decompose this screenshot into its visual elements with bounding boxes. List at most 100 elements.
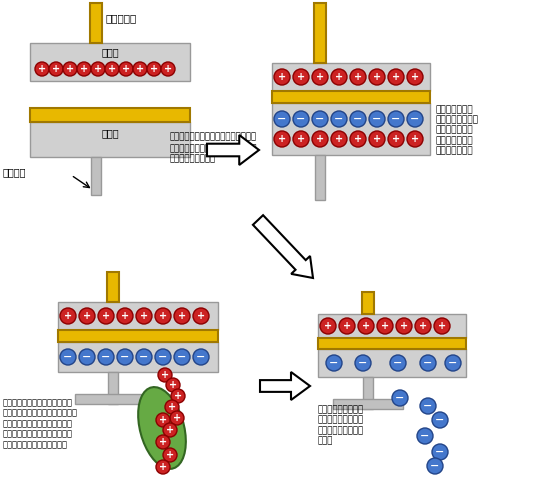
- Circle shape: [417, 428, 433, 444]
- Circle shape: [390, 355, 406, 371]
- Text: −: −: [358, 358, 368, 368]
- Text: +: +: [419, 321, 427, 331]
- Text: +: +: [136, 64, 144, 74]
- Text: −: −: [393, 358, 403, 368]
- Circle shape: [161, 62, 175, 76]
- Text: +: +: [373, 134, 381, 144]
- Text: +: +: [392, 72, 400, 82]
- Text: +: +: [316, 134, 324, 144]
- Polygon shape: [260, 372, 310, 400]
- Circle shape: [174, 349, 190, 365]
- Text: +: +: [400, 321, 408, 331]
- Text: +: +: [38, 64, 46, 74]
- Circle shape: [156, 413, 170, 427]
- Circle shape: [388, 69, 404, 85]
- Circle shape: [79, 308, 95, 324]
- Circle shape: [117, 349, 133, 365]
- Text: +: +: [64, 311, 72, 321]
- Bar: [333, 399, 403, 409]
- Text: +: +: [166, 425, 174, 435]
- Circle shape: [293, 131, 309, 147]
- Text: −: −: [277, 114, 287, 124]
- Bar: [318, 338, 466, 349]
- Text: +: +: [354, 72, 362, 82]
- Circle shape: [331, 69, 347, 85]
- Text: +: +: [122, 64, 130, 74]
- Circle shape: [105, 62, 119, 76]
- Text: +: +: [150, 64, 158, 74]
- Circle shape: [60, 349, 76, 365]
- Text: −: −: [178, 352, 187, 362]
- Circle shape: [293, 111, 309, 127]
- Text: −: −: [329, 358, 339, 368]
- Circle shape: [35, 62, 49, 76]
- Text: −: −: [448, 358, 458, 368]
- Bar: [91, 157, 101, 195]
- Bar: [314, 3, 326, 63]
- Circle shape: [312, 111, 328, 127]
- Circle shape: [396, 318, 412, 334]
- Bar: [58, 302, 218, 330]
- Text: −: −: [82, 352, 92, 362]
- Text: +: +: [166, 450, 174, 460]
- Text: +: +: [335, 72, 343, 82]
- Text: +: +: [392, 134, 400, 144]
- Bar: [108, 372, 118, 404]
- Circle shape: [165, 400, 179, 414]
- Text: プラスに帯電させた金属板を、絶縁体: プラスに帯電させた金属板を、絶縁体: [170, 132, 257, 141]
- Circle shape: [77, 62, 91, 76]
- Text: 絶縁体: 絶縁体: [101, 110, 119, 120]
- Polygon shape: [207, 135, 259, 165]
- Text: +: +: [362, 321, 370, 331]
- Polygon shape: [138, 387, 186, 469]
- Text: の金属板に近づける: の金属板に近づける: [170, 154, 216, 163]
- Text: +: +: [411, 72, 419, 82]
- Text: +: +: [159, 415, 167, 425]
- Circle shape: [377, 318, 393, 334]
- Circle shape: [350, 111, 366, 127]
- Circle shape: [407, 69, 423, 85]
- Circle shape: [445, 355, 461, 371]
- Text: +: +: [159, 311, 167, 321]
- Circle shape: [420, 398, 436, 414]
- Circle shape: [274, 69, 290, 85]
- Circle shape: [388, 131, 404, 147]
- Circle shape: [326, 355, 342, 371]
- Text: +: +: [161, 370, 169, 380]
- Text: +: +: [52, 64, 60, 74]
- Circle shape: [415, 318, 431, 334]
- Circle shape: [136, 308, 152, 324]
- Text: −: −: [423, 401, 433, 411]
- Bar: [272, 103, 430, 155]
- Circle shape: [331, 111, 347, 127]
- Bar: [58, 330, 218, 342]
- Circle shape: [171, 389, 185, 403]
- Circle shape: [331, 131, 347, 147]
- Bar: [363, 377, 373, 409]
- Bar: [30, 122, 190, 157]
- Text: 板のプラス電気にひきつけられ: 板のプラス電気にひきつけられ: [3, 430, 73, 439]
- Circle shape: [274, 131, 290, 147]
- Text: −: −: [334, 114, 344, 124]
- Text: +: +: [297, 134, 305, 144]
- Circle shape: [432, 444, 448, 460]
- Circle shape: [193, 308, 209, 324]
- Circle shape: [407, 111, 423, 127]
- Text: −: −: [353, 114, 363, 124]
- Text: +: +: [108, 64, 116, 74]
- Bar: [90, 3, 102, 43]
- Text: −: −: [315, 114, 324, 124]
- Polygon shape: [253, 215, 313, 278]
- Bar: [272, 91, 430, 103]
- Text: +: +: [169, 380, 177, 390]
- Text: 下の金属板の下面に指でさわる: 下の金属板の下面に指でさわる: [3, 398, 73, 407]
- Text: +: +: [159, 462, 167, 472]
- Text: +: +: [335, 134, 343, 144]
- Circle shape: [79, 349, 95, 365]
- Text: −: −: [296, 114, 306, 124]
- Circle shape: [49, 62, 63, 76]
- Circle shape: [339, 318, 355, 334]
- Text: +: +: [373, 72, 381, 82]
- Text: −: −: [410, 114, 420, 124]
- Circle shape: [369, 131, 385, 147]
